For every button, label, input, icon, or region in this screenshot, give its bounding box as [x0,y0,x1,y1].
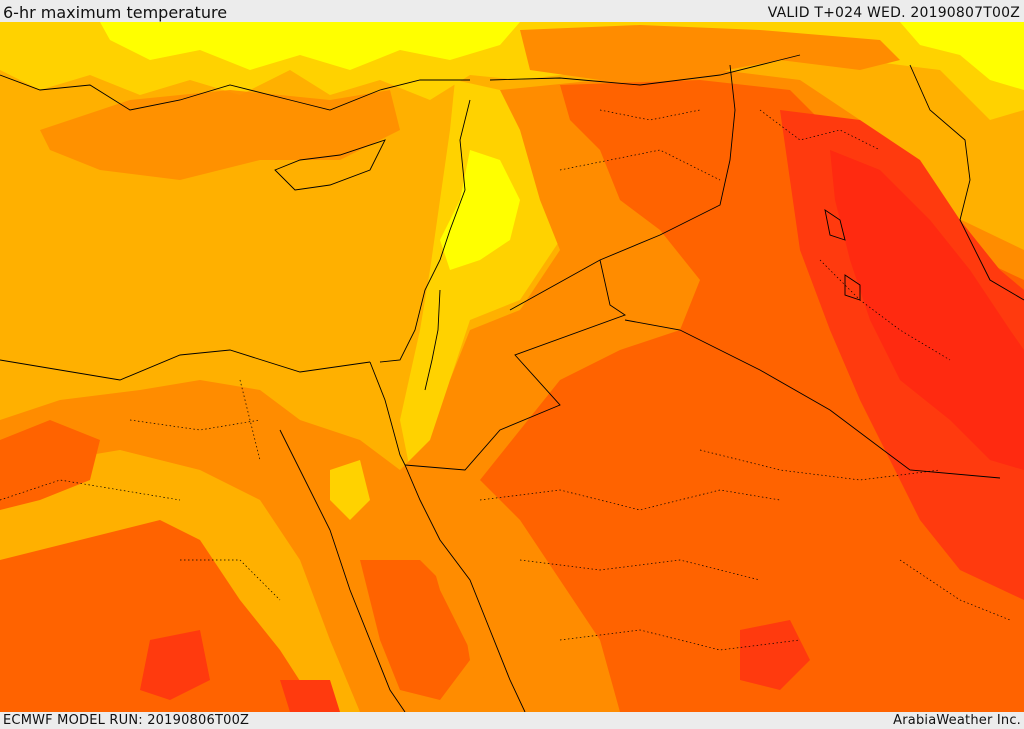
northeast-yellow-zone [900,22,1024,90]
map-title: 6-hr maximum temperature [3,3,228,22]
iraq-inner-red [830,150,1024,470]
model-run-label: ECMWF MODEL RUN: 20190806T00Z [3,713,250,728]
dead-sea-jordan [424,289,441,391]
temperature-map [0,22,1024,712]
egypt-israel-border [369,361,406,466]
egypt-red-patch-south [280,680,340,712]
mediterranean-warm-patch [40,90,400,180]
red-sea-west-coast [279,429,406,712]
iran-iraq-border [909,64,1024,301]
lebanon-bright-yellow [440,150,520,270]
north-bright-yellow-zone [100,22,520,70]
egypt-hot-zone [0,520,320,712]
province-borders [0,109,1011,651]
red-sea-east-coast [404,464,526,712]
map-header: 6-hr maximum temperature VALID T+024 WED… [0,0,1024,22]
turkey-orange-patch [520,25,900,80]
lake-outline [824,209,846,241]
sinai-mountain-yellow [330,460,370,520]
egypt-libya-border [0,349,371,381]
credit-label: ArabiaWeather Inc. [893,713,1021,728]
iraq-jordan-border [404,259,626,471]
country-borders [0,54,1024,712]
levant-coast [379,99,471,363]
saudi-red-patch [740,620,810,690]
egypt-west-hot-patch [0,420,100,510]
valid-time-label: VALID T+024 WED. 20190807T00Z [767,5,1020,21]
turkey-syria-border [489,54,801,86]
levant-yellow-strip [400,80,560,470]
turkey-south-coast [0,74,470,111]
map-footer: ECMWF MODEL RUN: 20190806T00Z ArabiaWeat… [0,712,1024,729]
cyprus-outline [274,139,386,191]
hejaz-warm-strip [420,520,560,712]
iraq-saudi-border [624,319,1001,479]
egypt-red-patch [140,630,210,700]
